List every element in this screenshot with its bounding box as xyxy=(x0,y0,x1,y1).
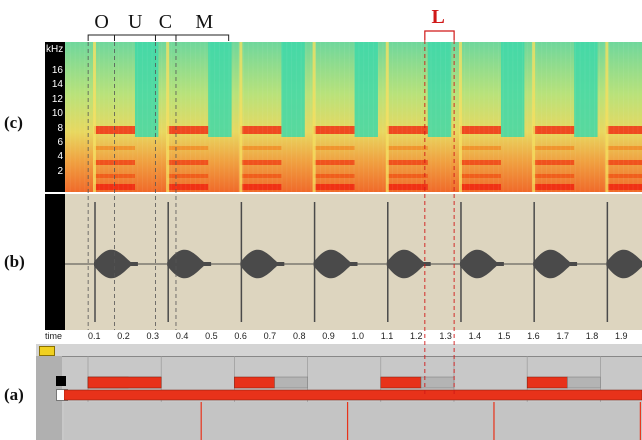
khz-tick-label: 4 xyxy=(57,151,63,163)
segment-bracket-u xyxy=(113,34,156,41)
khz-tick-label: 8 xyxy=(57,122,63,134)
time-tick-label: 1.0 xyxy=(351,331,365,341)
segment-bracket-m xyxy=(175,34,230,41)
spectrogram-image xyxy=(65,42,642,192)
time-tick-label: 1.8 xyxy=(585,331,599,341)
waveform-image xyxy=(65,194,642,330)
time-tick-label: 1.3 xyxy=(439,331,452,341)
khz-tick-label: 14 xyxy=(51,79,63,91)
khz-tick-label: 12 xyxy=(51,93,63,105)
panel-label-c: (c) xyxy=(4,113,23,132)
khz-tick-label: 10 xyxy=(51,108,63,120)
waveform-panel xyxy=(45,194,642,330)
track-1-selector[interactable] xyxy=(56,376,66,386)
time-tick-label: 0.7 xyxy=(263,331,277,341)
segment-label-o: O xyxy=(94,11,109,33)
sequencer-tracks xyxy=(64,356,642,440)
segment-label-m: M xyxy=(195,11,214,33)
time-tick-label: 1.1 xyxy=(380,331,394,341)
time-tick-label: 0.1 xyxy=(88,331,101,341)
panel-label-a: (a) xyxy=(4,385,24,404)
loop-label: L xyxy=(431,6,445,28)
khz-tick-label: 2 xyxy=(57,165,63,177)
panel-label-b: (b) xyxy=(4,252,25,271)
khz-tick-label: 16 xyxy=(51,65,63,76)
time-tick-label: 0.2 xyxy=(117,331,130,341)
time-ruler-label: time xyxy=(45,331,63,341)
time-tick-label: 1.2 xyxy=(410,331,423,341)
spectrogram-panel: kHz 2 4 6 8 10 12 14 16 xyxy=(45,42,642,192)
time-tick-label: 1.7 xyxy=(556,331,569,341)
sequencer-header xyxy=(36,344,642,357)
time-tick-label: 1.4 xyxy=(468,331,482,341)
loop-bracket xyxy=(424,30,455,40)
time-tick-label: 1.5 xyxy=(497,331,511,341)
waveform-axis-bar xyxy=(45,194,65,330)
time-tick-label: 0.5 xyxy=(205,331,218,341)
sequencer-panel xyxy=(36,344,642,440)
time-tick-label: 0.9 xyxy=(322,331,335,341)
time-tick-label: 1.9 xyxy=(615,331,628,341)
segment-label-u: U xyxy=(127,11,143,33)
segment-label-c: C xyxy=(158,11,173,33)
khz-unit-label: kHz xyxy=(46,44,64,55)
time-tick-label: 0.8 xyxy=(292,331,306,341)
khz-tick-label: 6 xyxy=(57,136,63,148)
sequencer-play-marker[interactable] xyxy=(39,346,55,356)
segment-bracket-c xyxy=(154,34,177,41)
segment-bracket-o xyxy=(87,34,115,41)
time-tick-label: 0.4 xyxy=(175,331,189,341)
time-ruler: time 0.1 0.2 0.3 0.4 0.5 0.6 0.7 0.8 0.9 1.0 1.1 1.… xyxy=(45,330,642,343)
time-tick-label: 1.6 xyxy=(527,331,540,341)
spectrogram-axis: kHz 2 4 6 8 10 12 14 16 xyxy=(45,42,65,192)
time-tick-label: 0.6 xyxy=(234,331,247,341)
time-tick-label: 0.3 xyxy=(146,331,160,341)
